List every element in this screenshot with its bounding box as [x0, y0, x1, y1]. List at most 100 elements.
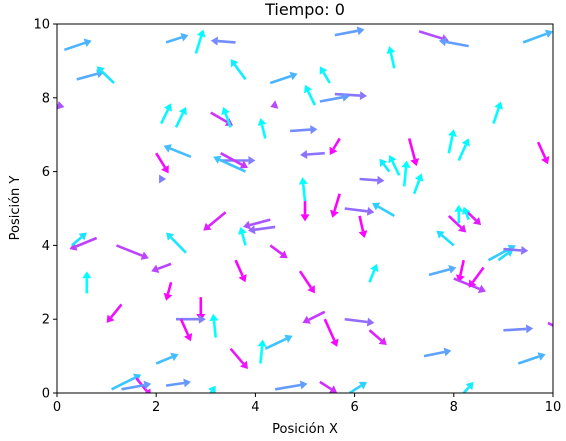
vector-arrow: [453, 277, 486, 294]
vector-arrow: [209, 313, 219, 338]
vector-arrow: [457, 138, 470, 162]
vector-arrow: [221, 107, 232, 128]
arrow-shaft: [160, 109, 170, 125]
vector-arrow: [468, 266, 485, 288]
vector-arrow: [155, 352, 179, 365]
arrow-head: [328, 385, 338, 393]
arrow-shaft: [233, 63, 247, 81]
vector-arrow: [388, 155, 401, 176]
arrow-shaft: [194, 35, 203, 54]
x-tick-label: 8: [450, 400, 458, 415]
y-tick-label: 0: [42, 387, 50, 402]
vector-arrow: [238, 226, 247, 246]
arrow-shaft: [217, 39, 236, 44]
vector-arrow: [257, 339, 267, 364]
arrow-head: [386, 46, 396, 54]
arrow-head: [298, 177, 308, 185]
vector-arrow: [547, 321, 553, 327]
vector-arrow: [155, 152, 169, 174]
arrow-shaft: [274, 383, 301, 391]
arrow-shaft: [306, 90, 317, 106]
arrow-shaft: [332, 137, 341, 150]
vector-arrow: [359, 175, 385, 185]
arrow-shaft: [169, 147, 192, 159]
vector-arrow: [428, 265, 457, 277]
arrow-shaft: [344, 207, 368, 213]
arrow-head: [180, 33, 189, 42]
vector-arrow: [329, 137, 341, 155]
y-tick-label: 4: [42, 239, 50, 254]
arrow-head: [299, 380, 308, 390]
vector-arrow: [462, 381, 474, 393]
arrow-head: [370, 263, 379, 272]
arrow-head: [438, 37, 447, 47]
vector-arrow: [407, 138, 420, 167]
arrow-shaft: [334, 29, 358, 37]
arrow-head: [78, 232, 87, 241]
arrow-head: [300, 214, 310, 222]
arrow-head: [319, 66, 328, 75]
arrow-head: [448, 129, 457, 137]
arrow-head: [140, 251, 149, 260]
arrow-head: [163, 292, 173, 301]
vector-arrow: [330, 193, 341, 218]
arrow-shaft: [418, 30, 443, 40]
arrow-head: [96, 66, 105, 75]
arrow-shaft: [412, 179, 421, 195]
arrow-head: [248, 156, 256, 165]
arrow-head: [307, 285, 315, 294]
arrow-shaft: [219, 158, 247, 173]
vector-arrow: [319, 92, 350, 103]
arrow-shaft: [76, 72, 98, 81]
arrow-head: [372, 202, 381, 211]
arrow-head: [358, 230, 368, 238]
arrow-head: [304, 84, 313, 94]
chart-title: Tiempo: 0: [264, 0, 345, 19]
vector-arrow: [116, 244, 149, 260]
arrow-head: [458, 224, 467, 233]
arrow-head: [240, 360, 248, 369]
arrow-shaft: [503, 247, 522, 252]
arrow-shaft: [241, 233, 247, 246]
vector-arrow: [319, 380, 338, 393]
vector-arrow: [106, 303, 123, 323]
arrow-head: [414, 173, 424, 182]
arrow-shaft: [368, 269, 376, 283]
arrow-shaft: [423, 350, 445, 358]
vector-arrow: [203, 211, 227, 231]
arrow-shaft: [457, 144, 467, 162]
arrow-shaft: [249, 218, 271, 227]
arrow-head: [143, 380, 152, 390]
vector-arrow: [243, 218, 271, 230]
arrow-shaft: [323, 318, 336, 342]
arrow-head: [410, 158, 420, 167]
arrow-shaft: [71, 236, 83, 247]
vector-arrow: [300, 150, 325, 159]
arrow-head: [366, 317, 375, 327]
arrow-head: [300, 150, 308, 159]
vector-arrow: [323, 318, 339, 347]
vector-arrow: [358, 215, 368, 238]
vector-arrow: [159, 174, 167, 184]
vector-arrow: [257, 118, 267, 139]
vector-arrow: [298, 270, 315, 294]
arrow-head: [159, 174, 167, 184]
arrow-shaft: [382, 163, 391, 173]
vector-arrow: [438, 37, 469, 48]
arrow-shaft: [229, 347, 245, 365]
arrow-shaft: [155, 355, 173, 365]
arrow-head: [443, 347, 452, 357]
arrow-head: [302, 315, 311, 324]
vector-arrow: [344, 206, 375, 216]
arrow-head: [184, 333, 193, 342]
arrow-shaft: [517, 355, 540, 365]
vector-arrow: [163, 144, 192, 159]
vector-arrow: [176, 314, 206, 324]
arrow-head: [163, 144, 172, 153]
vector-arrow: [334, 91, 367, 100]
vector-arrow: [269, 244, 288, 259]
arrow-shaft: [391, 160, 401, 176]
arrow-head: [379, 158, 388, 167]
vector-arrow: [234, 259, 247, 283]
arrow-head: [358, 381, 367, 390]
